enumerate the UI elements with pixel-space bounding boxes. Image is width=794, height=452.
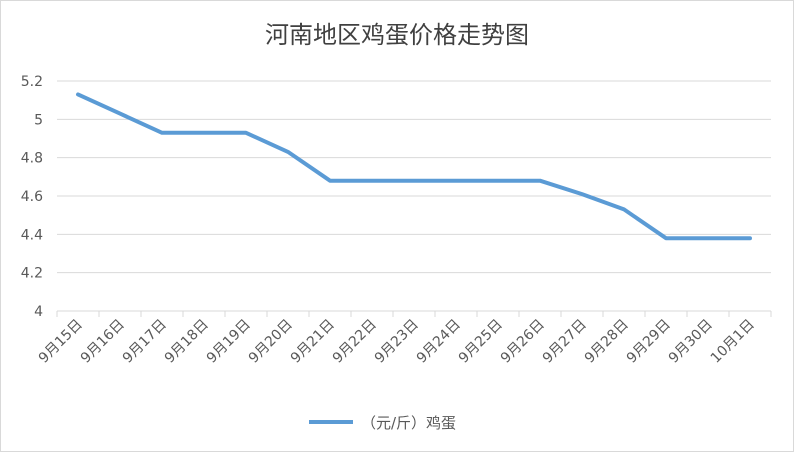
y-tick-label: 4.2 [21,266,43,282]
y-tick-label: 4.6 [21,189,43,205]
x-tick-label: 9月24日 [414,317,464,367]
x-tick-label: 9月19日 [204,317,254,367]
x-tick-label: 9月27日 [540,317,590,367]
x-tick-label: 9月16日 [78,317,128,367]
x-tick-label: 9月21日 [288,317,338,367]
x-tick-label: 10月1日 [708,317,758,367]
series-line [76,92,752,241]
y-tick-label: 5 [34,112,43,128]
y-tick-label: 5.2 [21,74,43,90]
x-tick-label: 9月17日 [120,317,170,367]
y-tick-label: 4.4 [21,227,43,243]
x-tick-label: 9月20日 [246,317,296,367]
x-tick-label: 9月22日 [330,317,380,367]
y-tick-label: 4.8 [21,151,43,167]
x-tick-label: 9月29日 [624,317,674,367]
x-tick-label: 9月18日 [162,317,212,367]
legend-label: （元/斤）鸡蛋 [361,414,456,432]
x-tick-label: 9月23日 [372,317,422,367]
x-tick-label: 9月28日 [582,317,632,367]
y-tick-label: 4 [34,304,43,320]
x-tick-label: 9月25日 [456,317,506,367]
x-tick-label: 9月15日 [36,317,86,367]
x-tick-label: 9月30日 [666,317,716,367]
chart-title: 河南地区鸡蛋价格走势图 [265,21,529,49]
x-tick-label: 9月26日 [498,317,548,367]
